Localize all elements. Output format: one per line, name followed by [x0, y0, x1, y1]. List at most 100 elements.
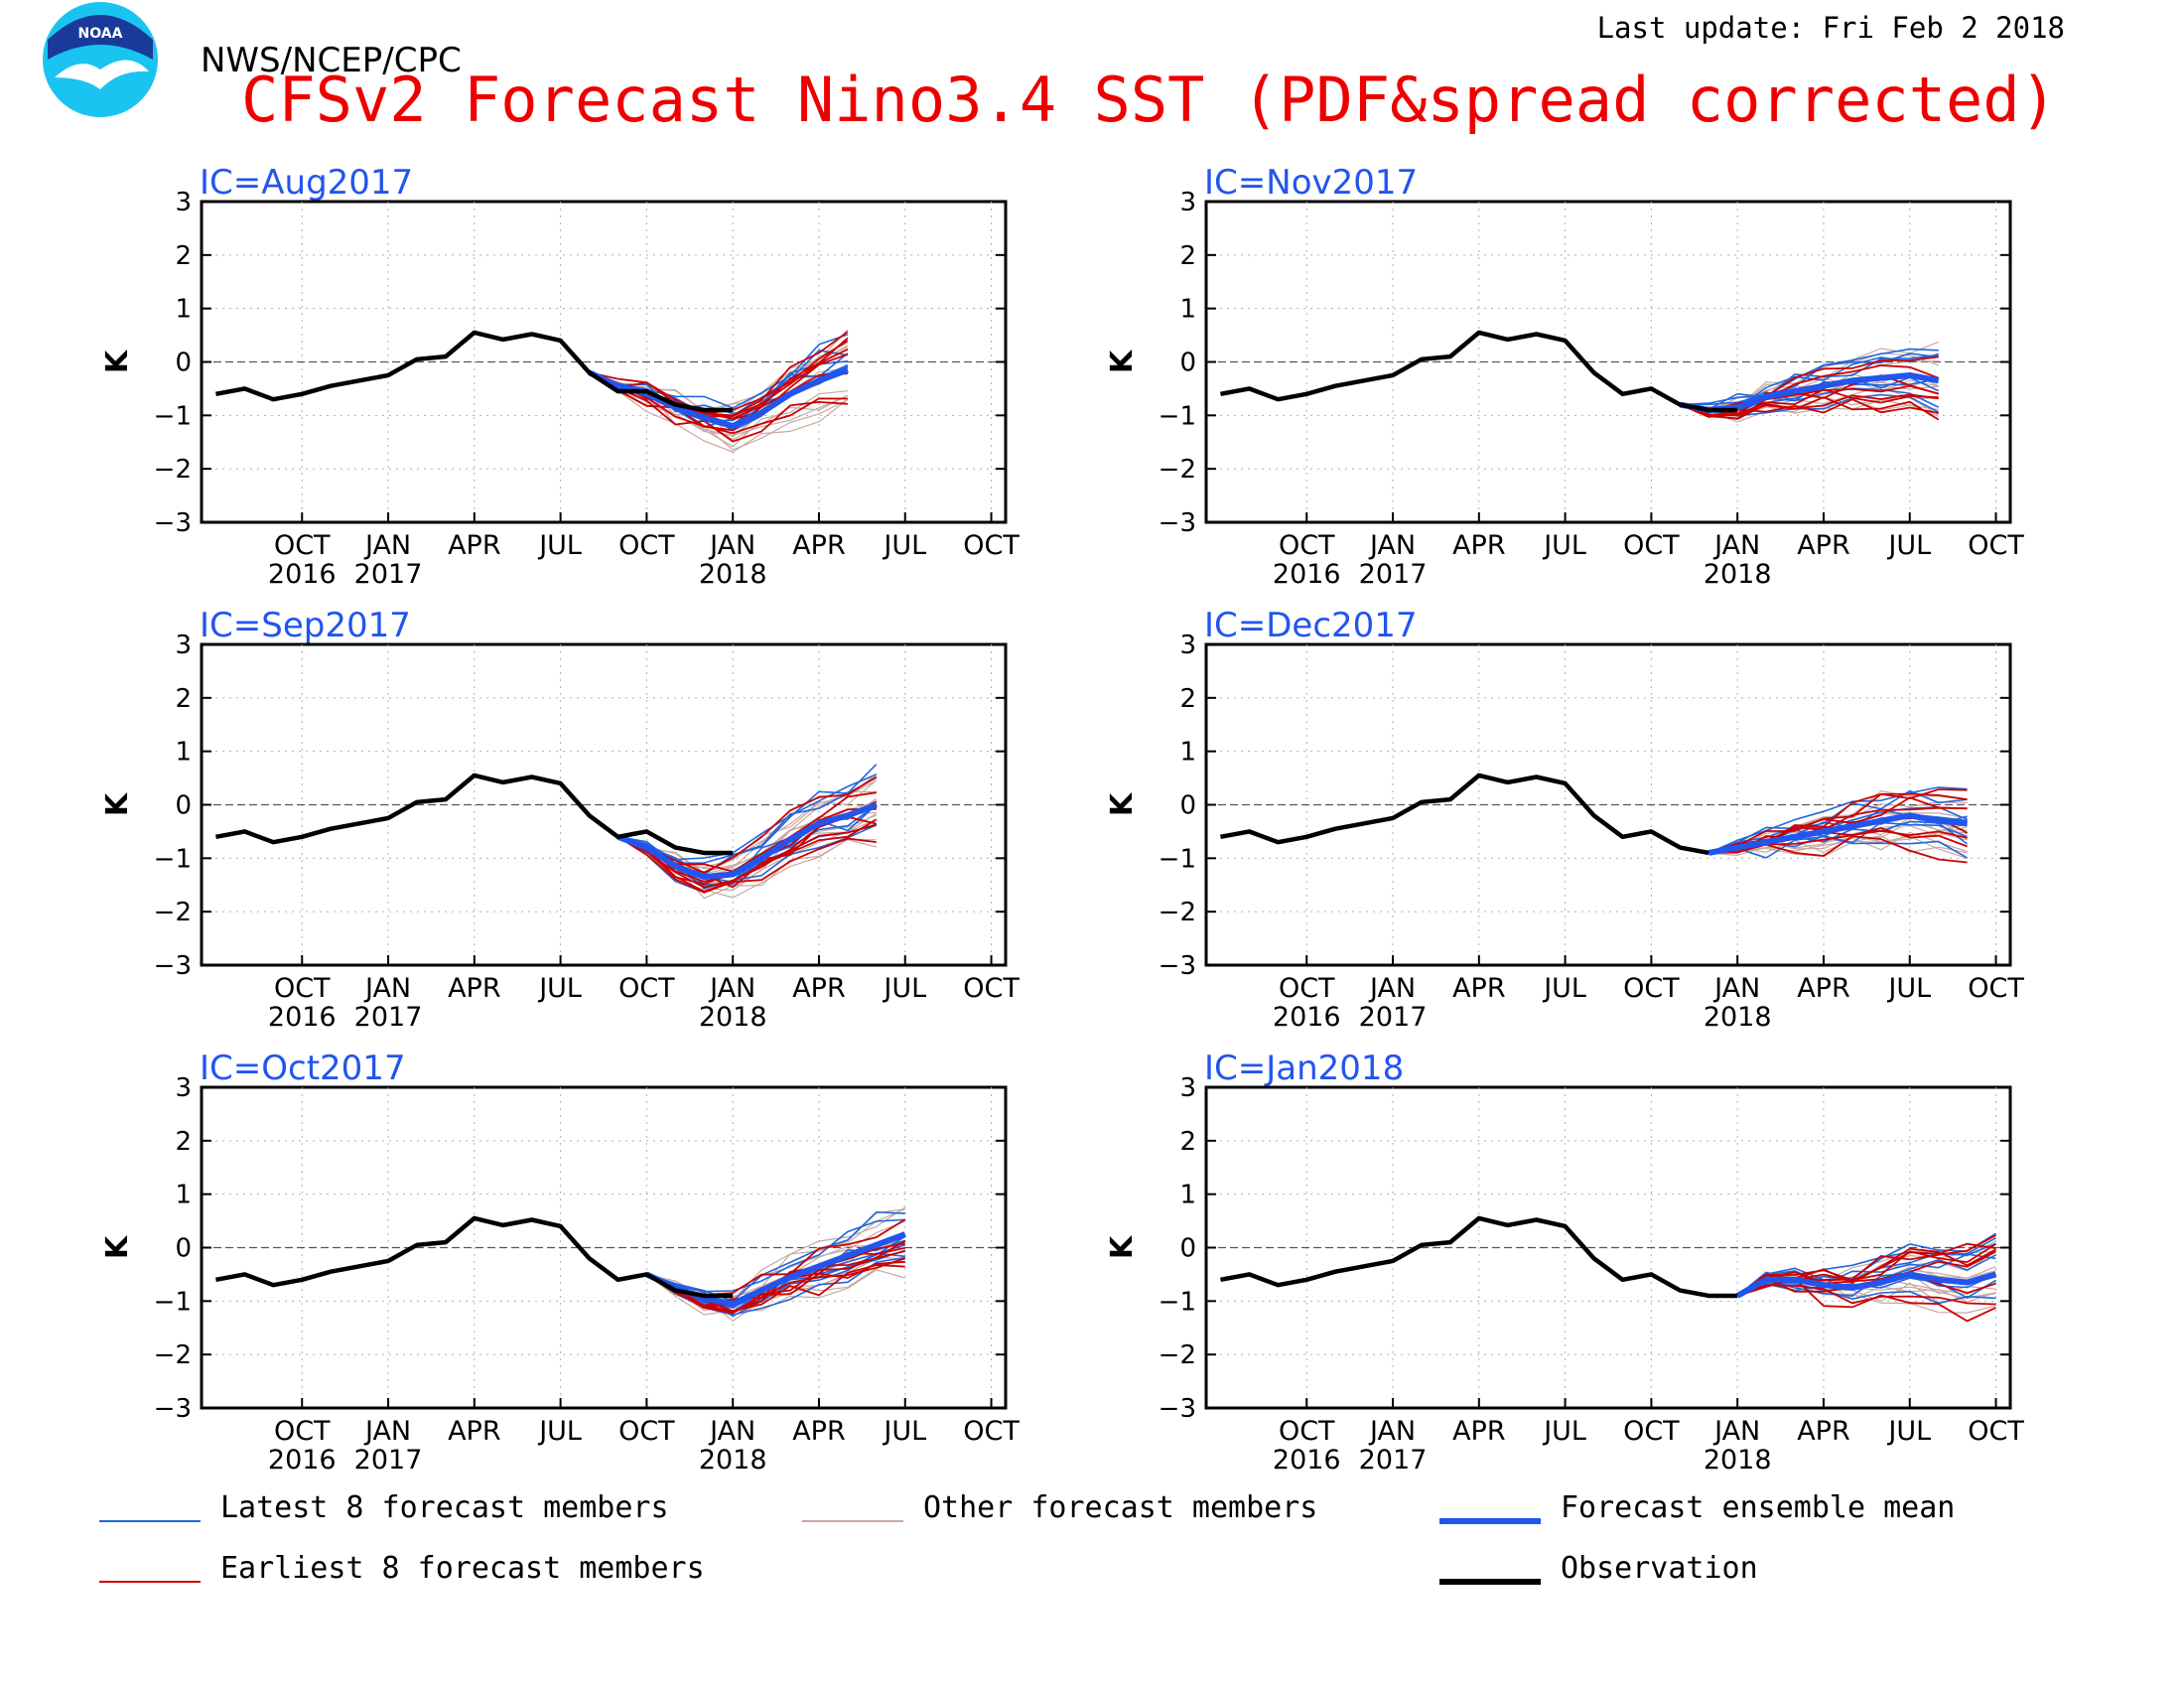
- x-tick-label: OCT: [963, 973, 1020, 1004]
- latest-member-line: [617, 776, 878, 865]
- observation-line: [215, 773, 734, 856]
- x-tick-label: JAN: [1712, 1416, 1760, 1447]
- x-tick-label: JAN: [1368, 530, 1416, 561]
- observation-line: [215, 1215, 734, 1299]
- y-axis-label: K: [1105, 349, 1140, 373]
- observation-line: [215, 330, 734, 413]
- y-tick-label: 0: [1179, 349, 1196, 378]
- y-tick-label: −1: [154, 844, 192, 874]
- panel-title: IC=Aug2017: [200, 163, 413, 203]
- noaa-logo: NOAA: [43, 2, 158, 117]
- x-tick-year: 2017: [354, 1445, 423, 1476]
- earliest-member-line: [1736, 1250, 1996, 1297]
- y-tick-label: −3: [1159, 1394, 1196, 1424]
- y-tick-label: −1: [1159, 1287, 1196, 1317]
- x-tick-label: OCT: [618, 973, 675, 1004]
- y-tick-label: 2: [1179, 684, 1196, 714]
- x-tick-year: 2016: [1273, 1445, 1341, 1476]
- y-tick-label: 0: [1179, 791, 1196, 821]
- ensemble-mean-line: [1735, 1271, 1997, 1299]
- x-tick-label: JAN: [708, 1416, 755, 1447]
- legend-item-obs: Observation: [1439, 1551, 1758, 1586]
- x-tick-label: APR: [448, 530, 501, 561]
- x-tick-label: OCT: [1623, 530, 1680, 561]
- legend-item-mean: Forecast ensemble mean: [1439, 1490, 1955, 1525]
- x-tick-label: APR: [792, 530, 846, 561]
- x-tick-label: JUL: [537, 973, 582, 1004]
- x-tick-label: APR: [1452, 530, 1506, 561]
- x-tick-label: JAN: [1368, 1416, 1416, 1447]
- x-tick-label: OCT: [963, 530, 1020, 561]
- y-tick-label: 3: [1179, 188, 1196, 217]
- x-tick-year: 2017: [1359, 559, 1428, 590]
- x-tick-year: 2018: [1704, 1445, 1772, 1476]
- y-tick-label: 1: [175, 738, 192, 768]
- x-tick-year: 2017: [1359, 1445, 1428, 1476]
- x-tick-label: JUL: [882, 973, 926, 1004]
- x-tick-label: JUL: [1886, 973, 1931, 1004]
- y-tick-label: −2: [1159, 898, 1196, 927]
- x-tick-label: JUL: [1886, 1416, 1931, 1447]
- y-tick-label: 0: [175, 349, 192, 378]
- earliest-member-line: [1679, 393, 1939, 420]
- earliest-member-line: [1708, 835, 1968, 864]
- x-tick-year: 2018: [699, 559, 767, 590]
- x-tick-label: OCT: [1279, 1416, 1335, 1447]
- x-tick-label: JAN: [1712, 973, 1760, 1004]
- y-tick-label: 1: [1179, 1181, 1196, 1210]
- x-tick-label: APR: [1797, 530, 1850, 561]
- x-tick-label: JUL: [1542, 530, 1586, 561]
- x-tick-label: OCT: [618, 530, 675, 561]
- x-tick-label: APR: [1452, 1416, 1506, 1447]
- figure-title: CFSv2 Forecast Nino3.4 SST (PDF&spread c…: [241, 64, 2057, 136]
- x-tick-label: JUL: [1542, 973, 1586, 1004]
- y-axis-label: K: [1105, 1234, 1140, 1259]
- legend-label: Latest 8 forecast members: [220, 1490, 669, 1525]
- earliest-member-line: [645, 1240, 906, 1307]
- legend-label: Forecast ensemble mean: [1561, 1490, 1955, 1525]
- x-tick-label: JAN: [708, 530, 755, 561]
- earliest-member-line: [1736, 1277, 1996, 1323]
- y-tick-label: 1: [175, 1181, 192, 1210]
- x-tick-year: 2018: [699, 1445, 767, 1476]
- ensemble-mean-line: [616, 801, 878, 881]
- y-tick-label: 2: [1179, 241, 1196, 271]
- earliest-member-line: [1679, 396, 1940, 421]
- y-tick-label: −2: [154, 898, 192, 927]
- y-tick-label: 1: [1179, 738, 1196, 768]
- x-tick-label: OCT: [1623, 1416, 1680, 1447]
- latest-member-line: [646, 1210, 905, 1303]
- y-axis-label: K: [100, 349, 135, 373]
- earliest-member-line: [1708, 792, 1968, 854]
- x-tick-label: OCT: [274, 973, 331, 1004]
- x-tick-label: JUL: [1886, 530, 1931, 561]
- logo-text: NOAA: [78, 26, 123, 42]
- x-tick-year: 2017: [354, 559, 423, 590]
- panel-title: IC=Nov2017: [1204, 163, 1418, 203]
- earliest-member-line: [589, 331, 849, 417]
- panel-title: IC=Oct2017: [200, 1049, 406, 1088]
- y-tick-label: −1: [1159, 844, 1196, 874]
- y-tick-label: −3: [154, 1394, 192, 1424]
- x-tick-year: 2018: [1704, 559, 1772, 590]
- y-tick-label: −3: [1159, 508, 1196, 538]
- x-tick-label: JUL: [537, 530, 582, 561]
- y-tick-label: −2: [154, 455, 192, 485]
- y-tick-label: 0: [175, 791, 192, 821]
- x-tick-year: 2016: [1273, 559, 1341, 590]
- y-tick-label: −1: [154, 1287, 192, 1317]
- x-tick-label: APR: [1797, 1416, 1850, 1447]
- earliest-member-line: [1679, 398, 1939, 418]
- legend-label: Earliest 8 forecast members: [220, 1551, 705, 1586]
- y-tick-label: −3: [154, 951, 192, 981]
- x-tick-year: 2018: [699, 1002, 767, 1033]
- y-tick-label: 1: [175, 295, 192, 325]
- legend-label: Observation: [1561, 1551, 1758, 1586]
- x-tick-label: APR: [1797, 973, 1850, 1004]
- y-tick-label: 1: [1179, 295, 1196, 325]
- y-tick-label: −2: [1159, 455, 1196, 485]
